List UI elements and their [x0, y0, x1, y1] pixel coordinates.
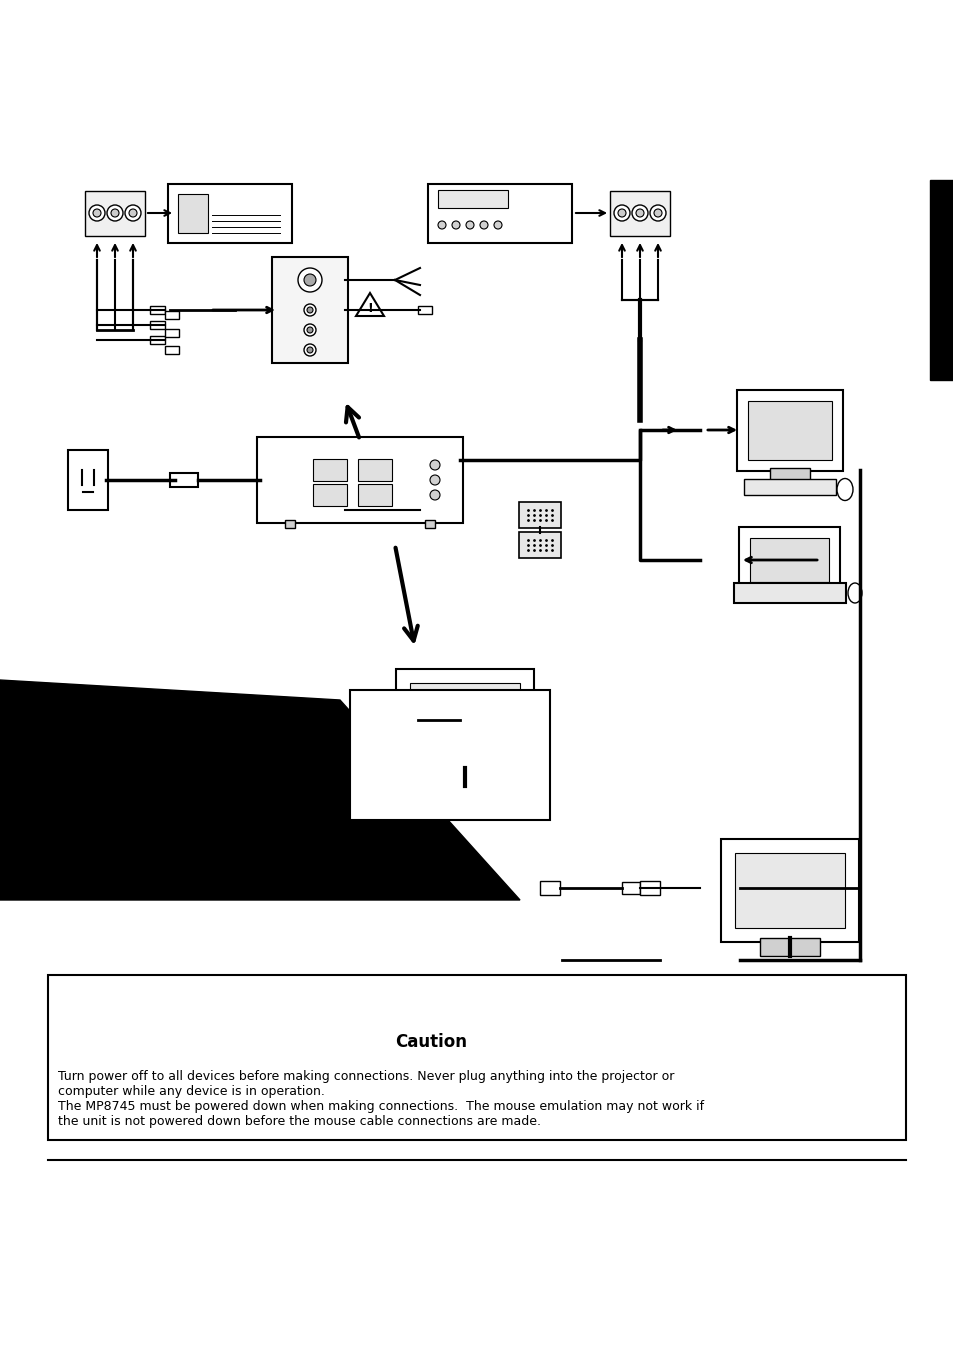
FancyBboxPatch shape [737, 389, 842, 470]
Circle shape [631, 205, 647, 222]
FancyBboxPatch shape [518, 532, 560, 558]
Circle shape [297, 267, 322, 292]
Circle shape [307, 307, 313, 313]
Polygon shape [0, 680, 519, 900]
FancyBboxPatch shape [170, 473, 198, 486]
FancyBboxPatch shape [417, 305, 432, 313]
Circle shape [307, 327, 313, 332]
FancyBboxPatch shape [48, 975, 905, 1140]
FancyBboxPatch shape [256, 436, 462, 523]
FancyBboxPatch shape [357, 484, 392, 507]
Circle shape [430, 490, 439, 500]
FancyBboxPatch shape [410, 682, 519, 758]
FancyBboxPatch shape [720, 839, 858, 942]
FancyBboxPatch shape [750, 538, 828, 582]
FancyBboxPatch shape [435, 767, 495, 785]
Text: The MP8745 must be powered down when making connections.  The mouse emulation ma: The MP8745 must be powered down when mak… [58, 1100, 703, 1128]
FancyBboxPatch shape [743, 478, 835, 494]
Circle shape [479, 222, 488, 230]
FancyBboxPatch shape [165, 311, 179, 319]
FancyBboxPatch shape [313, 484, 347, 507]
Circle shape [452, 222, 459, 230]
FancyBboxPatch shape [424, 520, 435, 528]
FancyBboxPatch shape [165, 346, 179, 354]
Circle shape [618, 209, 625, 218]
Circle shape [465, 222, 474, 230]
Text: !: ! [367, 301, 373, 315]
Circle shape [654, 209, 661, 218]
Ellipse shape [847, 584, 862, 603]
FancyBboxPatch shape [150, 336, 165, 345]
Circle shape [111, 209, 119, 218]
FancyBboxPatch shape [165, 330, 179, 336]
Circle shape [129, 209, 137, 218]
FancyBboxPatch shape [428, 184, 572, 242]
Text: Turn power off to all devices before making connections. Never plug anything int: Turn power off to all devices before mak… [58, 1070, 674, 1098]
Polygon shape [355, 293, 384, 316]
FancyBboxPatch shape [313, 459, 347, 481]
FancyBboxPatch shape [395, 669, 534, 771]
Circle shape [649, 205, 665, 222]
Circle shape [430, 476, 439, 485]
FancyBboxPatch shape [929, 180, 953, 380]
Circle shape [107, 205, 123, 222]
Circle shape [614, 205, 629, 222]
FancyBboxPatch shape [609, 190, 669, 235]
FancyBboxPatch shape [437, 190, 507, 208]
FancyBboxPatch shape [747, 400, 831, 459]
FancyBboxPatch shape [150, 322, 165, 330]
Circle shape [304, 304, 315, 316]
Circle shape [430, 459, 439, 470]
FancyBboxPatch shape [285, 520, 294, 528]
FancyBboxPatch shape [739, 527, 840, 593]
Circle shape [437, 222, 446, 230]
FancyBboxPatch shape [734, 852, 844, 928]
FancyBboxPatch shape [168, 184, 292, 242]
FancyBboxPatch shape [639, 881, 659, 894]
FancyBboxPatch shape [68, 450, 108, 509]
FancyBboxPatch shape [539, 881, 559, 894]
FancyBboxPatch shape [357, 459, 392, 481]
FancyBboxPatch shape [733, 584, 845, 603]
Circle shape [89, 205, 105, 222]
FancyBboxPatch shape [760, 938, 820, 955]
Circle shape [92, 209, 101, 218]
FancyBboxPatch shape [178, 193, 208, 232]
FancyBboxPatch shape [85, 190, 145, 235]
FancyBboxPatch shape [150, 305, 165, 313]
FancyBboxPatch shape [769, 467, 809, 480]
Text: Caution: Caution [395, 1034, 467, 1051]
Ellipse shape [836, 478, 852, 500]
Circle shape [636, 209, 643, 218]
Circle shape [304, 324, 315, 336]
FancyBboxPatch shape [518, 503, 560, 528]
FancyBboxPatch shape [272, 257, 348, 363]
Circle shape [304, 274, 315, 286]
Circle shape [125, 205, 141, 222]
FancyBboxPatch shape [621, 882, 639, 894]
FancyBboxPatch shape [350, 690, 550, 820]
Circle shape [304, 345, 315, 357]
FancyBboxPatch shape [417, 507, 432, 513]
Circle shape [494, 222, 501, 230]
FancyBboxPatch shape [399, 713, 417, 725]
Circle shape [307, 347, 313, 353]
